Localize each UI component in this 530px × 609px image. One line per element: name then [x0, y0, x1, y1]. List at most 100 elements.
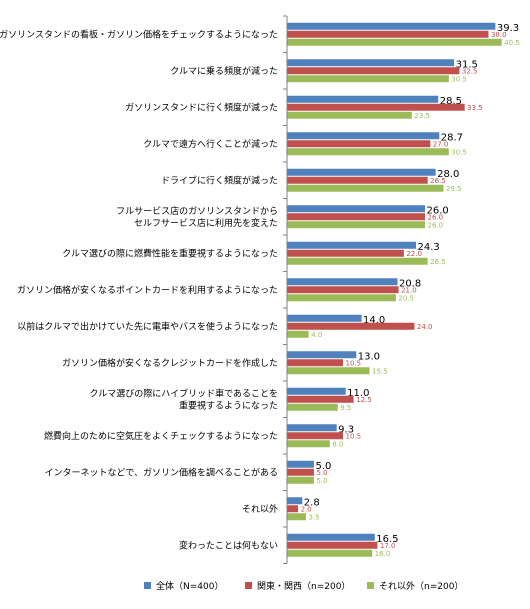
- data-label: 9.3: [338, 424, 354, 435]
- bar-kanto-kansai: [287, 67, 460, 75]
- bar-other: [287, 184, 444, 192]
- bar-other: [287, 330, 309, 338]
- data-label: 20.5: [398, 294, 414, 302]
- legend-swatch: [367, 582, 374, 589]
- bar-overall: [287, 278, 398, 286]
- legend-swatch: [245, 582, 252, 589]
- data-label: 22.0: [406, 250, 422, 258]
- data-label: 32.5: [462, 67, 478, 75]
- bar-overall: [287, 424, 337, 432]
- data-label: 23.5: [414, 112, 430, 120]
- bar-overall: [287, 533, 375, 541]
- data-label: 29.5: [446, 185, 462, 193]
- category-label: クルマ選びの際に燃費性能を重要視するようになった: [62, 247, 278, 259]
- data-label: 24.3: [418, 242, 440, 253]
- bar-kanto-kansai: [287, 140, 431, 148]
- data-label: 40.5: [504, 39, 520, 47]
- category-label: 燃費向上のために空気圧をよくチェックするようになった: [44, 430, 278, 442]
- data-label: 2.0: [301, 505, 312, 513]
- bar-kanto-kansai: [287, 213, 426, 221]
- data-label: 27.0: [433, 140, 449, 148]
- data-label: 26.0: [428, 221, 444, 229]
- data-label: 5.0: [316, 469, 327, 477]
- data-label: 31.5: [456, 59, 478, 70]
- category-label: 以前はクルマで出かけていた先に電車やバスを使うようになった: [17, 320, 278, 332]
- data-label: 24.0: [417, 323, 433, 331]
- bar-overall: [287, 314, 362, 322]
- bar-overall: [287, 22, 496, 30]
- bar-other: [287, 221, 426, 229]
- data-label: 28.0: [437, 169, 459, 180]
- bar-overall: [287, 460, 314, 468]
- category-label: それ以外: [242, 503, 278, 515]
- data-label: 21.0: [401, 286, 417, 294]
- category-label: フルサービス店のガソリンスタンドから: [116, 205, 278, 217]
- bar-kanto-kansai: [287, 176, 428, 184]
- data-label: 26.5: [430, 177, 446, 185]
- bar-other: [287, 111, 412, 119]
- data-label: 14.0: [363, 315, 385, 326]
- category-label: クルマで遠方へ行くことが減った: [143, 138, 278, 150]
- data-label: 2.8: [304, 497, 320, 508]
- bar-kanto-kansai: [287, 286, 399, 294]
- bar-kanto-kansai: [287, 505, 299, 513]
- category-label: 変わったことは何もない: [179, 539, 278, 551]
- data-label: 30.5: [451, 148, 467, 156]
- bar-overall: [287, 168, 436, 176]
- bar-overall: [287, 132, 440, 140]
- legend-label: 関東・関西（n=200）: [257, 580, 350, 592]
- category-label: 重要視するようになった: [179, 399, 278, 411]
- bar-other: [287, 148, 449, 156]
- data-label: 30.5: [451, 75, 467, 83]
- category-label: ガソリンスタンドの看板・ガソリン価格をチェックするようになった: [0, 28, 278, 40]
- data-label: 20.8: [399, 278, 421, 289]
- bar-overall: [287, 497, 303, 505]
- data-label: 17.0: [380, 542, 396, 550]
- bar-other: [287, 38, 502, 46]
- legend-label: 全体（N=400）: [156, 580, 223, 592]
- data-label: 12.5: [356, 396, 372, 404]
- data-label: 33.5: [467, 104, 483, 112]
- bar-other: [287, 403, 338, 411]
- data-label: 13.0: [358, 351, 380, 362]
- data-label: 26.5: [430, 258, 446, 266]
- bar-kanto-kansai: [287, 468, 314, 476]
- category-label: クルマ選びの際にハイブリッド車であることを: [90, 387, 278, 399]
- data-label: 16.5: [376, 534, 398, 545]
- bar-kanto-kansai: [287, 359, 344, 367]
- bar-kanto-kansai: [287, 395, 354, 403]
- bar-overall: [287, 351, 357, 359]
- bar-overall: [287, 59, 455, 67]
- data-label: 28.5: [440, 96, 462, 107]
- data-label: 16.0: [375, 550, 391, 558]
- bar-kanto-kansai: [287, 103, 465, 111]
- category-label: ガソリンスタンドに行く頻度が減った: [125, 101, 278, 113]
- category-label: セルフサービス店に利用先を変えた: [134, 217, 278, 229]
- bar-other: [287, 440, 330, 448]
- data-label: 3.5: [309, 513, 320, 521]
- data-label: 11.0: [347, 388, 369, 399]
- data-label: 39.3: [497, 23, 519, 34]
- bar-kanto-kansai: [287, 30, 489, 38]
- data-label: 10.5: [346, 359, 362, 367]
- data-label: 5.0: [316, 477, 327, 485]
- bar-kanto-kansai: [287, 432, 344, 440]
- category-label: ガソリン価格が安くなるポイントカードを利用するようになった: [17, 284, 278, 296]
- bar-overall: [287, 95, 439, 103]
- bar-overall: [287, 387, 346, 395]
- bar-other: [287, 75, 449, 83]
- bar-kanto-kansai: [287, 322, 415, 330]
- bar-other: [287, 367, 370, 375]
- data-label: 9.5: [340, 404, 351, 412]
- data-label: 26.0: [427, 205, 449, 216]
- category-label: インターネットなどで、ガソリン価格を調べることがある: [45, 466, 278, 478]
- bar-other: [287, 294, 396, 302]
- data-label: 5.0: [315, 461, 331, 472]
- bar-other: [287, 257, 428, 265]
- data-label: 28.7: [441, 132, 463, 143]
- bar-overall: [287, 241, 417, 249]
- data-label: 26.0: [428, 213, 444, 221]
- bar-other: [287, 513, 307, 521]
- bar-other: [287, 476, 314, 484]
